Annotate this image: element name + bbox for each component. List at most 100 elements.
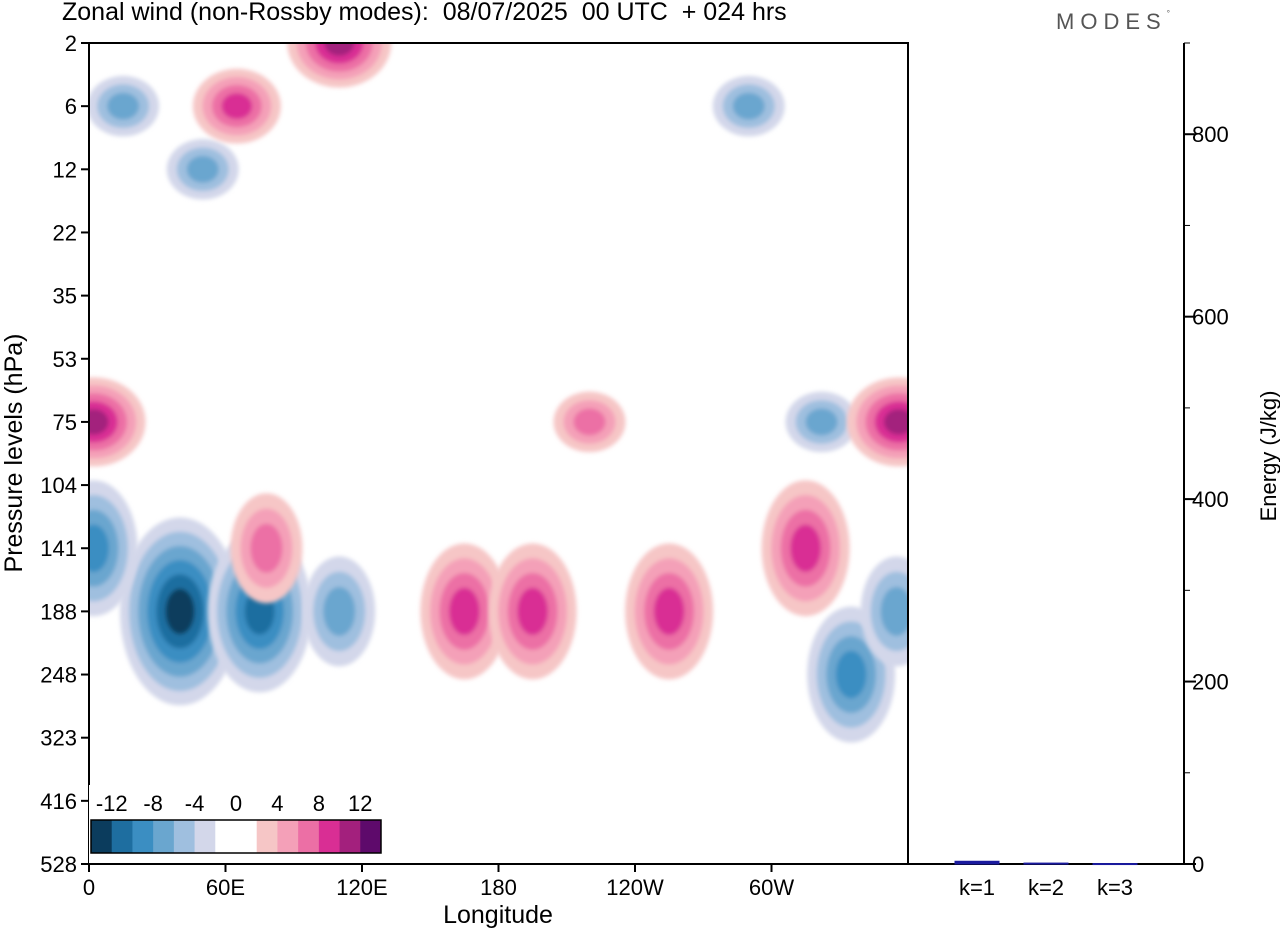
wind-anomaly-positive	[230, 493, 303, 604]
energy-category-label: k=2	[1028, 875, 1064, 900]
colorbar-swatch	[91, 820, 113, 853]
colorbar-label: -8	[143, 791, 163, 816]
wind-anomaly-negative	[89, 480, 138, 617]
y-axis-ticks: 2 6 12 22 35 53 75 104 141 188 248 323 416 528	[40, 31, 89, 877]
contour-level	[880, 586, 908, 636]
y-tick-label: 2	[65, 31, 77, 56]
colorbar-swatch	[298, 820, 320, 853]
colorbar-label: 4	[271, 791, 283, 816]
wind-anomaly-negative	[712, 75, 785, 137]
contour-level	[653, 587, 685, 636]
colorbar-swatch	[256, 820, 278, 853]
brand-logo: MODES°	[1056, 9, 1170, 35]
wind-anomaly-positive	[287, 43, 392, 88]
contour-level	[186, 155, 219, 183]
colorbar-swatch	[360, 820, 382, 853]
colorbar-swatch	[339, 820, 361, 853]
wind-anomaly-positive	[846, 377, 908, 467]
contour-level	[250, 523, 283, 573]
wind-anomaly-positive	[761, 480, 850, 617]
contour-level	[517, 587, 548, 636]
x-tick-label: 120E	[336, 875, 387, 900]
contour-level	[107, 92, 140, 120]
wind-anomaly-negative	[120, 517, 240, 706]
contour-level	[732, 92, 765, 120]
y-tick-label: 528	[40, 852, 77, 877]
colorbar-label: 0	[230, 791, 242, 816]
energy-bars: k=1 k=2 k=3	[954, 860, 1138, 900]
chart-title: Zonal wind (non-Rossby modes): 08/07/202…	[62, 0, 787, 26]
contour-level	[805, 408, 838, 436]
y-tick-label: 22	[53, 220, 77, 245]
contour-level	[323, 586, 356, 636]
x-tick-label: 60E	[206, 875, 245, 900]
colorbar-swatch	[194, 820, 216, 853]
energy-axis-ticks: 0 200 400 600 800	[1184, 42, 1229, 877]
y-tick-label: 12	[53, 157, 77, 182]
wind-anomaly-negative	[303, 556, 376, 667]
colorbar-label: -12	[96, 791, 128, 816]
colorbar-swatch	[277, 820, 299, 853]
y-tick-label: 416	[40, 789, 77, 814]
colorbar-swatch	[132, 820, 154, 853]
contour-level	[324, 43, 355, 56]
energy-category-label: k=3	[1097, 875, 1133, 900]
wind-field	[89, 43, 908, 743]
x-tick-label: 60W	[749, 875, 794, 900]
energy-tick-label: 800	[1192, 122, 1229, 147]
colorbar-swatch	[153, 820, 175, 853]
contour-level	[573, 408, 606, 436]
y-tick-label: 53	[53, 347, 77, 372]
energy-tick-label: 200	[1192, 670, 1229, 695]
wind-anomaly-positive	[553, 391, 626, 453]
x-tick-label: 0	[83, 875, 95, 900]
colorbar-label: 8	[313, 791, 325, 816]
wind-anomaly-negative	[860, 556, 908, 667]
y-tick-label: 141	[40, 536, 77, 561]
contour-level	[449, 587, 480, 636]
y-tick-label: 104	[40, 473, 77, 498]
y-tick-label: 35	[53, 284, 77, 309]
wind-anomaly-positive	[488, 543, 577, 680]
y-axis-label: Pressure levels (hPa)	[0, 334, 28, 573]
y-tick-label: 6	[65, 94, 77, 119]
wind-anomaly-negative	[785, 391, 858, 453]
energy-category-label: k=1	[959, 875, 995, 900]
colorbar-label: -4	[185, 791, 205, 816]
wind-anomaly-positive	[625, 543, 714, 680]
energy-tick-label: 400	[1192, 487, 1229, 512]
energy-tick-label: 600	[1192, 305, 1229, 330]
colorbar: -12 -8 -4 0 4 8 12	[89, 785, 395, 863]
x-tick-label: 180	[480, 875, 517, 900]
contour-level	[884, 409, 908, 435]
contour-level	[221, 93, 253, 120]
y-tick-label: 248	[40, 663, 77, 688]
wind-anomaly-positive	[420, 543, 509, 680]
colorbar-swatch	[111, 820, 133, 853]
energy-bar	[1023, 862, 1069, 865]
x-tick-label: 120W	[606, 875, 664, 900]
y-tick-label: 323	[40, 726, 77, 751]
colorbar-swatch	[215, 820, 237, 853]
colorbar-swatch	[318, 820, 341, 853]
energy-tick-label: 0	[1192, 852, 1204, 877]
colorbar-swatch	[173, 820, 196, 853]
wind-anomaly-negative	[166, 139, 239, 200]
contour-level	[89, 524, 109, 572]
contour-level	[790, 524, 821, 572]
wind-anomaly-positive	[89, 377, 146, 467]
energy-axis-label: Energy (J/kg)	[1256, 391, 1280, 522]
wind-anomaly-positive	[192, 68, 281, 144]
brand-mark: °	[1166, 9, 1170, 18]
colorbar-swatch	[236, 820, 258, 853]
wind-anomaly-negative	[89, 75, 160, 137]
x-axis-ticks: 0 60E 120E 180 120W 60W	[83, 864, 794, 900]
contour-level	[89, 409, 109, 435]
y-tick-label: 188	[40, 599, 77, 624]
x-axis-label: Longitude	[443, 901, 553, 929]
y-tick-label: 75	[53, 410, 77, 435]
energy-bar	[954, 860, 1000, 865]
brand-name: MODES	[1056, 9, 1167, 34]
contour-level	[165, 588, 195, 635]
